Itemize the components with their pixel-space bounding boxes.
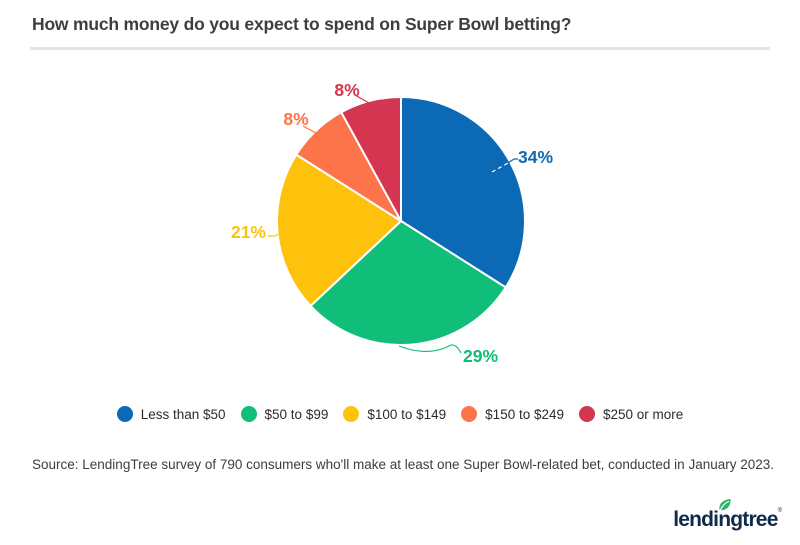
legend-label-150-to-249: $150 to $249 <box>485 406 564 422</box>
legend-label-50-to-99: $50 to $99 <box>264 406 329 422</box>
legend-item-50-to-99: $50 to $99 <box>240 406 329 422</box>
pie-value-label-150-to-249: 8% <box>283 109 309 129</box>
legend-item-less-than-50: Less than $50 <box>116 406 226 422</box>
leaf-icon <box>719 499 731 512</box>
legend-label-less-than-50: Less than $50 <box>140 406 226 422</box>
chart-title: How much money do you expect to spend on… <box>32 14 572 34</box>
legend-dot-150-to-249 <box>461 406 478 422</box>
legend-dot-50-to-99 <box>240 406 257 422</box>
legend-dot-less-than-50 <box>116 406 133 422</box>
legend-dot-100-to-149 <box>343 406 360 422</box>
legend-label-250-or-more: $250 or more <box>603 406 684 422</box>
lendingtree-logo: lendingtree® <box>673 499 782 534</box>
registered-mark: ® <box>777 508 782 514</box>
label-connector-inner-less-than-50 <box>491 162 509 173</box>
legend-label-100-to-149: $100 to $149 <box>367 406 447 422</box>
label-connector-less-than-50 <box>507 158 518 164</box>
pie-slice-250-or-more <box>340 95 402 222</box>
logo-text: lendingtree <box>673 508 778 531</box>
pie-slice-100-to-149 <box>276 153 402 307</box>
chart-legend: Less than $50 $50 to $99 $100 to $149 $150 … <box>0 406 800 422</box>
legend-dot-250-or-more <box>579 406 595 422</box>
pie-value-label-100-to-149: 21% <box>231 222 266 242</box>
label-connector-50-to-99 <box>398 344 462 354</box>
legend-item-150-to-249: $150 to $249 <box>461 406 564 422</box>
title-divider <box>30 47 770 50</box>
legend-item-250-or-more: $250 or more <box>579 406 683 422</box>
label-connector-150-to-249 <box>302 125 317 134</box>
legend-item-100-to-149: $100 to $149 <box>343 406 446 422</box>
pie-value-label-less-than-50: 34% <box>518 147 553 167</box>
source-note: Source: LendingTree survey of 790 consum… <box>32 457 775 472</box>
label-connector-250-or-more <box>354 94 370 104</box>
pie-value-label-250-or-more: 8% <box>334 80 360 100</box>
pie-slice-50-to-99 <box>309 220 507 346</box>
label-connector-100-to-149 <box>268 232 281 237</box>
pie-value-label-50-to-99: 29% <box>463 346 498 366</box>
